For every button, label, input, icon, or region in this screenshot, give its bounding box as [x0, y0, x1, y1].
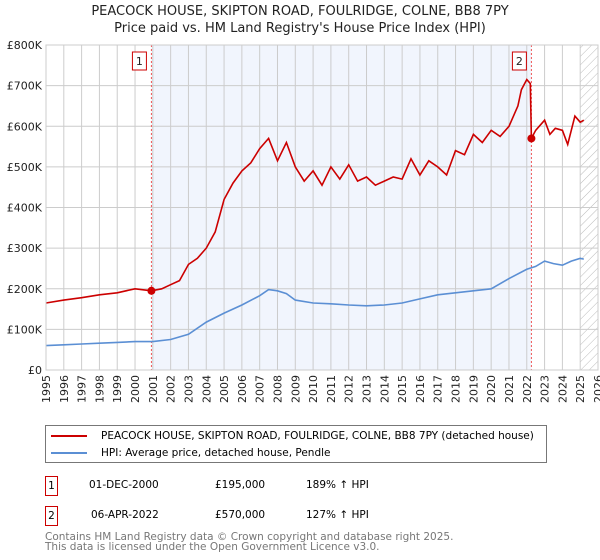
hpi-line — [45, 257, 584, 347]
x-tick-label: 2001 — [147, 375, 160, 403]
sale-label-box — [131, 51, 147, 71]
x-tick-label: 2025 — [574, 375, 587, 403]
y-tick-label: £400K — [7, 202, 43, 215]
x-tick-label: 2016 — [414, 375, 427, 403]
legend-swatch-property — [51, 435, 87, 437]
y-tick-label: £300K — [7, 242, 43, 255]
x-tick-label: 2003 — [182, 375, 195, 403]
legend-swatch-hpi — [51, 452, 87, 454]
chart-title: PEACOCK HOUSE, SKIPTON ROAD, FOULRIDGE, … — [91, 4, 509, 19]
footer: Contains HM Land Registry data © Crown c… — [45, 531, 454, 553]
y-tick-label: £500K — [7, 161, 43, 174]
sale-date: 01-DEC-2000 — [89, 479, 159, 491]
x-tick-label: 2006 — [236, 375, 249, 403]
x-tick-label: 2004 — [200, 375, 213, 403]
legend: PEACOCK HOUSE, SKIPTON ROAD, FOULRIDGE, … — [45, 425, 547, 463]
x-tick-label: 2021 — [503, 375, 516, 403]
x-tick-label: 2017 — [432, 375, 445, 403]
x-tick-label: 2002 — [165, 375, 178, 403]
x-tick-label: 1998 — [93, 375, 106, 403]
legend-label-hpi: HPI: Average price, detached house, Pend… — [101, 447, 331, 459]
x-tick-label: 1995 — [40, 375, 53, 403]
sale-price: £570,000 — [215, 509, 266, 521]
x-tick-label: 1999 — [111, 375, 124, 403]
y-tick-label: £600K — [7, 120, 43, 133]
x-tick-label: 2013 — [361, 375, 374, 403]
x-tick-label: 2010 — [307, 375, 320, 403]
x-tick-label: 2022 — [521, 375, 534, 403]
x-tick-label: 2019 — [467, 375, 480, 403]
x-tick-label: 2020 — [485, 375, 498, 403]
sale-price: £195,000 — [215, 479, 266, 491]
x-tick-label: 2024 — [556, 375, 569, 403]
sale-row: 1 01-DEC-2000 £195,000 189% ↑ HPI — [45, 476, 445, 496]
x-tick-label: 2018 — [450, 375, 463, 403]
y-tick-label: £800K — [7, 39, 43, 52]
y-tick-label: £0 — [28, 364, 42, 377]
price-chart: 1995 1996 1997 1998 1999 2000 2001 2002 2003 2004… — [7, 39, 600, 403]
x-tick-label: 2009 — [289, 375, 302, 403]
sale-label-box — [511, 51, 527, 71]
x-tick-label: 2026 — [592, 375, 600, 403]
sale-marker: 2 — [45, 506, 58, 526]
sale-hpi: 189% ↑ HPI — [306, 479, 369, 491]
property-price-line — [45, 78, 585, 304]
x-tick-label: 2011 — [325, 375, 338, 403]
sale-label: 1 — [136, 55, 143, 68]
footer-licence: This data is licensed under the Open Gov… — [45, 541, 380, 553]
x-tick-label: 1996 — [58, 375, 71, 403]
x-tick-label: 2015 — [396, 375, 409, 403]
legend-label-property: PEACOCK HOUSE, SKIPTON ROAD, FOULRIDGE, … — [101, 430, 534, 442]
sale-point — [147, 286, 156, 295]
sale-hpi: 127% ↑ HPI — [306, 509, 369, 521]
y-tick-label: £700K — [7, 80, 43, 93]
footer-copyright: Contains HM Land Registry data © Crown c… — [45, 531, 454, 543]
sale-date: 06-APR-2022 — [91, 509, 159, 521]
sale-marker: 1 — [45, 476, 58, 496]
x-tick-label: 2000 — [129, 375, 142, 403]
sale-label: 2 — [516, 55, 523, 68]
sale-point — [527, 134, 536, 143]
x-tick-label: 2014 — [378, 375, 391, 403]
x-tick-label: 1997 — [76, 375, 89, 403]
plot-frame — [45, 44, 599, 371]
x-tick-label: 2005 — [218, 375, 231, 403]
chart-subtitle: Price paid vs. HM Land Registry's House … — [114, 21, 486, 36]
x-tick-label: 2008 — [271, 375, 284, 403]
x-tick-label: 2007 — [254, 375, 267, 403]
x-tick-label: 2023 — [539, 375, 552, 403]
x-tick-label: 2012 — [343, 375, 356, 403]
y-tick-label: £200K — [7, 283, 43, 296]
y-tick-label: £100K — [7, 323, 43, 336]
sale-row: 2 06-APR-2022 £570,000 127% ↑ HPI — [45, 506, 445, 526]
